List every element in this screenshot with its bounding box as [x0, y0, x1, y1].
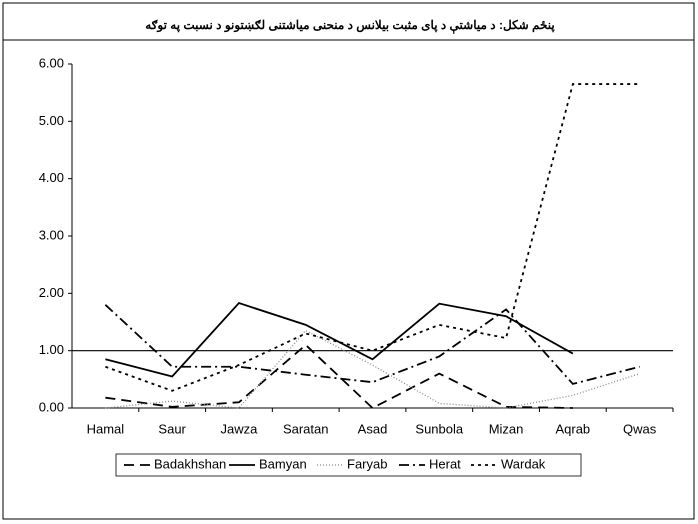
chart-title: پنځم شکل: د مياشتې د پاى مثبت بيلانس د م…	[145, 18, 555, 34]
legend-label: Herat	[429, 456, 461, 471]
x-tick-label: Saratan	[283, 421, 329, 436]
y-tick-label: 6.00	[39, 55, 64, 70]
x-tick-label: Sunbola	[415, 421, 463, 436]
legend-label: Faryab	[347, 456, 387, 471]
x-tick-label: Hamal	[87, 421, 125, 436]
y-tick-label: 1.00	[39, 342, 64, 357]
x-tick-label: Saur	[158, 421, 186, 436]
x-tick-label: Mizan	[489, 421, 524, 436]
legend-box	[115, 453, 582, 477]
y-tick-label: 4.00	[39, 170, 64, 185]
y-tick-label: 0.00	[39, 399, 64, 414]
x-tick-label: Asad	[358, 421, 388, 436]
legend-label: Bamyan	[259, 456, 307, 471]
series-line	[104, 304, 640, 385]
x-tick-label: Qwas	[623, 421, 657, 436]
series-line	[105, 343, 573, 410]
series-line	[105, 302, 574, 378]
legend-label: Wardak	[501, 456, 546, 471]
x-tick-label: Aqrab	[555, 421, 590, 436]
x-tick-label: Jawza	[221, 421, 259, 436]
y-tick-label: 5.00	[39, 113, 64, 128]
legend-label: Badakhshan	[154, 456, 226, 471]
series-line	[105, 83, 640, 392]
y-tick-label: 2.00	[39, 285, 64, 300]
y-tick-label: 3.00	[39, 227, 64, 242]
